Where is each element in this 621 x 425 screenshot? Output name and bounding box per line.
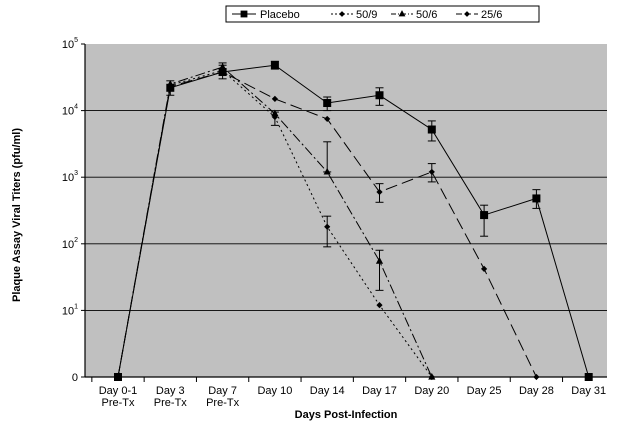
y-tick-label: 101	[62, 303, 78, 317]
series-25-6	[114, 68, 540, 381]
data-point	[375, 91, 384, 100]
data-point	[532, 194, 541, 203]
grid-lines	[85, 110, 607, 311]
data-point	[271, 95, 278, 102]
data-point	[480, 211, 489, 220]
x-tick-label: Day 0-1	[99, 385, 138, 397]
x-tick-label: Day 20	[414, 385, 449, 397]
legend-item: 25/6	[456, 9, 502, 21]
data-point	[271, 109, 279, 117]
data-point	[219, 68, 226, 76]
x-tick-label: Day 17	[362, 385, 397, 397]
legend: Placebo 50/9 50/6 25/6	[225, 5, 540, 23]
x-tick-label: Day 14	[310, 385, 345, 397]
x-tick-label: Day 31	[571, 385, 606, 397]
legend-label: 25/6	[481, 9, 502, 21]
data-point	[167, 83, 174, 90]
data-point	[428, 372, 436, 380]
y-tick-label: 0	[72, 372, 78, 384]
y-tick-label: 105	[62, 37, 78, 51]
plot-area	[85, 44, 607, 377]
legend-item: 50/9	[331, 9, 377, 21]
x-tick-label: Day 3	[156, 385, 185, 397]
legend-item: 50/6	[391, 9, 437, 21]
legend-box	[225, 5, 540, 23]
legend-label: 50/6	[416, 9, 437, 21]
data-point	[376, 188, 383, 196]
legend-label: 50/9	[356, 9, 377, 21]
legend-item: Placebo	[232, 9, 300, 21]
x-axis-title: Days Post-Infection	[295, 409, 398, 421]
data-point	[427, 125, 436, 134]
data-point	[428, 168, 435, 176]
x-tick-label: Day 28	[519, 385, 554, 397]
x-tick-label: Day 25	[467, 385, 502, 397]
legend-marker	[464, 11, 470, 17]
x-tick-label: Pre-Tx	[206, 397, 240, 409]
x-tick-label: Day 10	[257, 385, 292, 397]
data-point	[481, 265, 488, 272]
data-point	[376, 302, 383, 309]
data-point	[271, 113, 278, 121]
x-tick-label: Pre-Tx	[154, 397, 188, 409]
y-tick-label: 103	[62, 170, 78, 184]
y-tick-label: 104	[62, 104, 78, 118]
legend-marker	[339, 11, 345, 17]
series-layer	[114, 60, 593, 381]
y-tick-label: 102	[62, 237, 78, 251]
data-point	[270, 61, 279, 70]
data-point	[375, 256, 384, 264]
data-point	[219, 62, 227, 70]
data-point	[166, 79, 174, 87]
y-axis-title: Plaque Assay Viral Titers (pfu/ml)	[11, 128, 23, 302]
data-point	[324, 223, 331, 230]
data-point	[324, 115, 331, 123]
data-point	[323, 167, 331, 175]
legend-marker	[398, 10, 406, 17]
legend-marker	[240, 10, 248, 18]
data-point	[323, 99, 332, 108]
x-tick-label: Pre-Tx	[102, 397, 136, 409]
legend-label: Placebo	[260, 9, 300, 21]
series-line	[117, 64, 590, 378]
x-tick-label: Day 7	[208, 385, 237, 397]
